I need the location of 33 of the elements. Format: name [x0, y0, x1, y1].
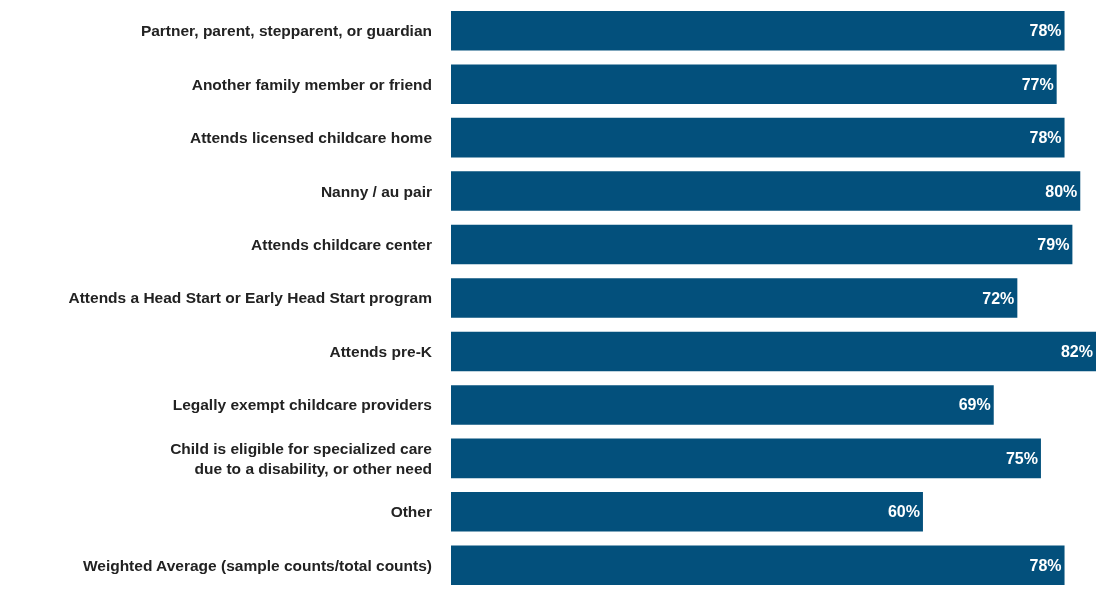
bar [451, 331, 1096, 372]
bar [451, 278, 1018, 318]
y-tick-label: Partner, parent, stepparent, or guardian [140, 22, 432, 40]
bar [451, 492, 923, 532]
data-label: 69% [958, 396, 991, 414]
y-tick-label: Other [390, 503, 432, 521]
bar [451, 10, 1065, 51]
bar [451, 171, 1081, 211]
y-tick-label: Attends childcare center [251, 235, 432, 253]
y-tick-label: Another family member or friend [191, 75, 432, 93]
data-label: 78% [1029, 556, 1062, 574]
y-tick-label: Attends a Head Start or Early Head Start program [68, 289, 432, 307]
bar [451, 545, 1065, 586]
y-tick-label: Weighted Average (sample counts/total counts) [82, 556, 432, 574]
bar [451, 117, 1065, 158]
bar [451, 385, 994, 425]
data-label: 72% [982, 289, 1015, 307]
y-tick-label: Nanny / au pair [320, 182, 432, 200]
data-label: 60% [887, 503, 920, 521]
y-tick-label: Legally exempt childcare providers [172, 396, 432, 414]
data-label: 80% [1045, 182, 1078, 200]
y-tick-label: Attends licensed childcare home [189, 129, 433, 147]
y-tick-label: Child is eligible for specialized care due to a disability, or other need [170, 439, 433, 477]
data-label: 77% [1021, 75, 1054, 93]
data-label: 79% [1037, 236, 1070, 254]
y-tick-label: Attends pre-K [329, 342, 433, 360]
data-label: 75% [1005, 449, 1038, 467]
bar [451, 64, 1057, 104]
data-label: 82% [1060, 342, 1093, 360]
bar [451, 438, 1041, 479]
data-label: 78% [1029, 22, 1062, 40]
bar [451, 224, 1073, 265]
data-label: 78% [1029, 129, 1062, 147]
